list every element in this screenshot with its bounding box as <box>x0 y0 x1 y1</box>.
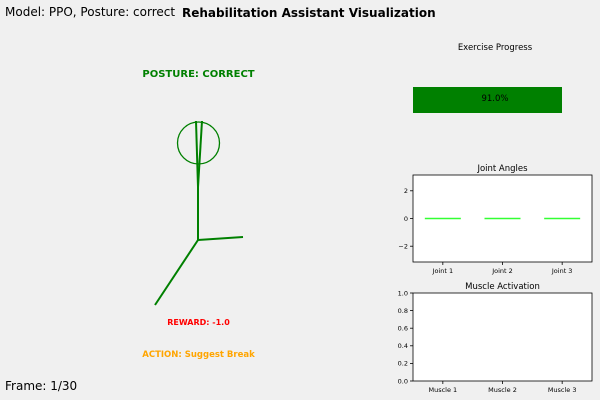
figure-arm <box>197 236 244 241</box>
y-tick-label: 2 <box>404 187 408 195</box>
model-posture-label: Model: PPO, Posture: correct <box>5 5 176 19</box>
figure-leg <box>154 239 199 306</box>
figure-neck-right <box>197 120 203 188</box>
reward-label: REWARD: -1.0 <box>167 318 230 327</box>
y-tick-label: 0.8 <box>398 307 408 315</box>
posture-status-label: POSTURE: CORRECT <box>142 69 255 80</box>
muscle-activation-title: Muscle Activation <box>465 282 540 292</box>
x-tick-label: Joint 3 <box>551 267 573 275</box>
muscle-activation-axes <box>412 292 593 382</box>
x-tick-label: Muscle 3 <box>548 386 577 394</box>
x-tick-label: Muscle 1 <box>428 386 457 394</box>
y-tick-label: 0.0 <box>398 377 408 385</box>
x-tick-label: Joint 1 <box>432 267 454 275</box>
action-label: ACTION: Suggest Break <box>142 350 255 360</box>
x-tick-label: Muscle 2 <box>488 386 517 394</box>
y-tick-label: 0.6 <box>398 325 408 333</box>
joint-angles-title: Joint Angles <box>476 164 528 174</box>
progress-value-label: 91.0% <box>481 94 509 104</box>
frame-counter: Frame: 1/30 <box>5 379 78 393</box>
y-tick-label: −2 <box>398 243 408 251</box>
joint-angles-axes <box>412 174 593 263</box>
progress-bar-track <box>413 87 577 113</box>
y-tick-label: 0 <box>404 215 408 223</box>
y-tick-label: 0.4 <box>398 342 408 350</box>
y-tick-label: 0.2 <box>398 360 408 368</box>
figure-title: Rehabilitation Assistant Visualization <box>182 6 436 20</box>
y-tick-label: 1.0 <box>398 289 408 297</box>
x-tick-label: Joint 2 <box>491 267 513 275</box>
stick-figure <box>154 120 244 306</box>
figure-head <box>176 121 221 165</box>
progress-bar-fill <box>413 87 563 113</box>
progress-chart-title: Exercise Progress <box>457 43 533 53</box>
